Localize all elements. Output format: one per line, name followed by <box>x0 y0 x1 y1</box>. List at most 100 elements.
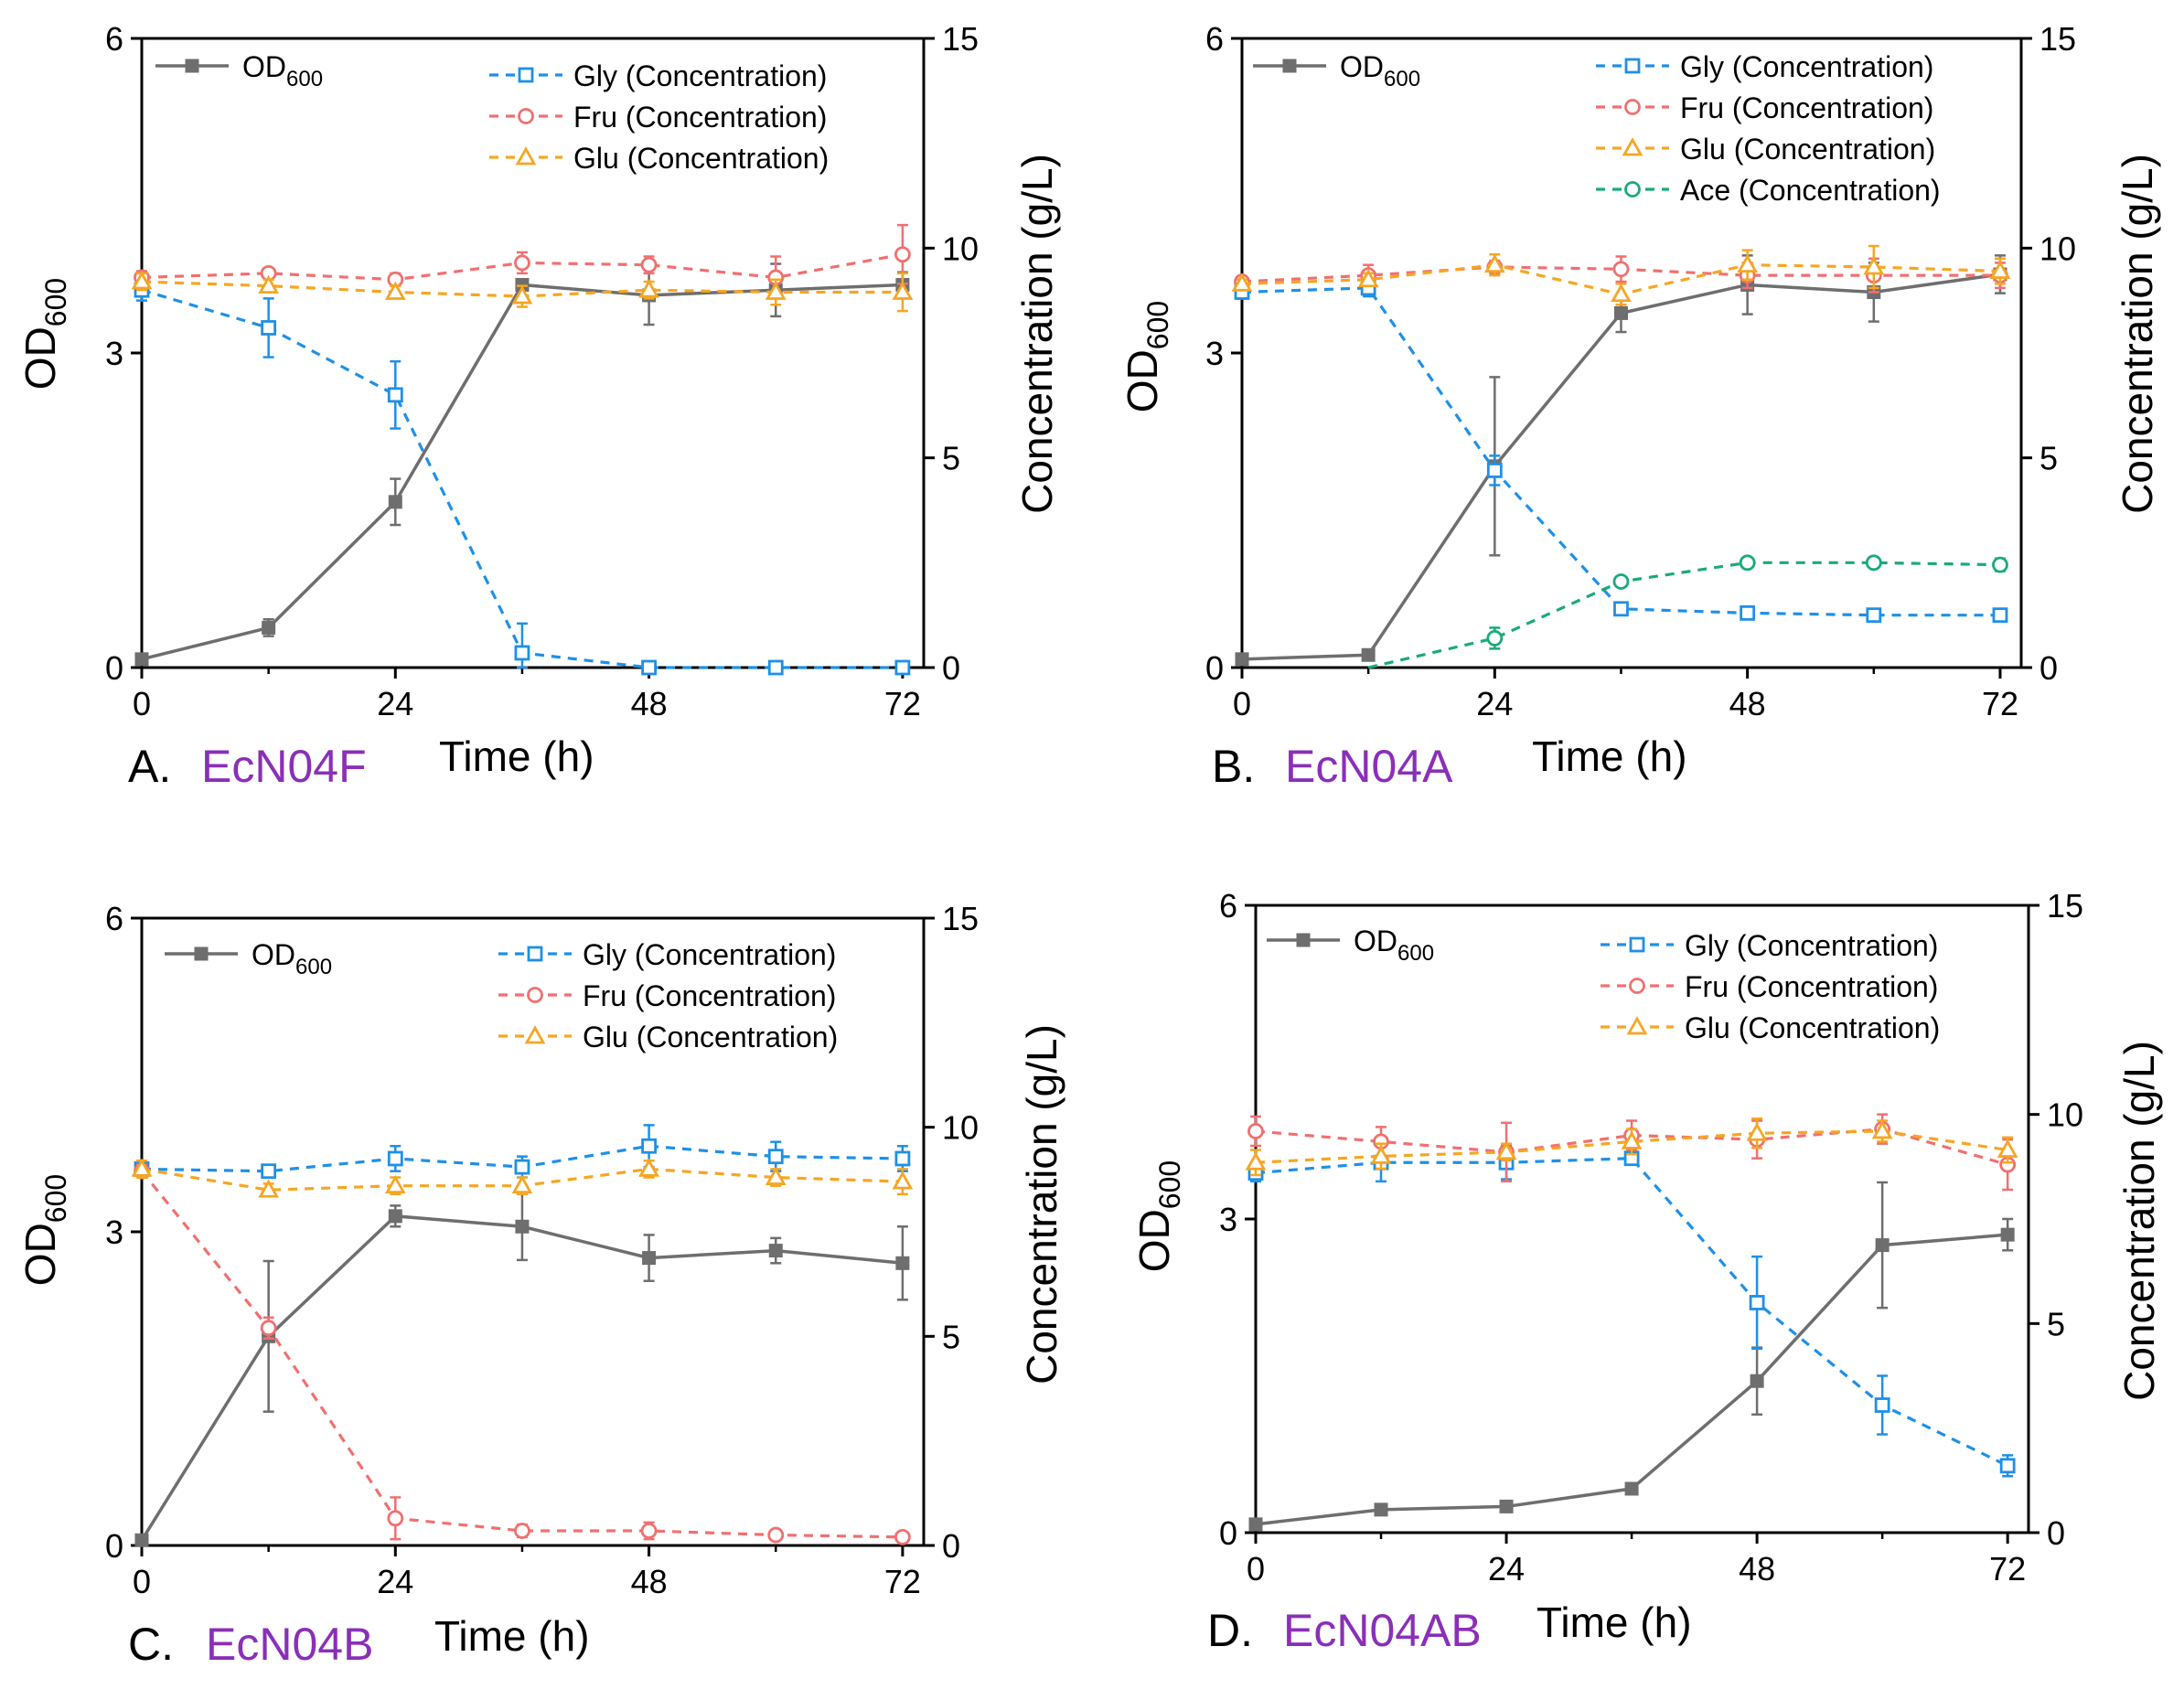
series-gly <box>1234 278 2008 624</box>
data-point-fru <box>767 1526 785 1544</box>
data-point-glu <box>1871 1120 1893 1139</box>
legend-concentration: Gly (Concentration) Fru (Concentration) Gl… <box>489 59 829 175</box>
legend-concentration: Gly (Concentration) Fru (Concentration) Gl… <box>1596 50 1941 207</box>
data-point-od <box>1624 1481 1639 1496</box>
data-point-gly <box>261 320 277 336</box>
data-point-gly <box>641 1138 657 1154</box>
data-point-glu <box>131 271 153 290</box>
y-right-tick-label: 15 <box>2039 20 2076 58</box>
y-right-tick-label: 15 <box>2047 887 2083 925</box>
legend-marker-gly <box>1629 936 1645 953</box>
legend-label-ace: Ace (Concentration) <box>1680 174 1941 207</box>
legend-concentration: Gly (Concentration) Fru (Concentration) Gl… <box>1601 929 1940 1044</box>
legend-marker-glu <box>1622 137 1643 156</box>
legend-label-od-subscript: 600 <box>1384 67 1420 91</box>
strain-name: EcN04A <box>1285 741 1453 792</box>
y-left-axis-label-main: OD <box>16 1223 64 1286</box>
data-point-fru <box>1612 261 1630 278</box>
data-point-glu <box>258 274 280 294</box>
series-gly <box>134 1124 911 1180</box>
data-point-ace <box>1865 554 1882 572</box>
data-point-gly <box>514 645 530 661</box>
legend-marker-ace <box>1624 181 1641 198</box>
x-tick-label: 48 <box>631 685 668 722</box>
series-od <box>134 262 910 667</box>
y-right-tick-label: 15 <box>942 20 979 58</box>
data-point-fru <box>260 1320 277 1337</box>
data-point-glu <box>1231 273 1253 292</box>
data-point-od <box>2000 1227 2015 1242</box>
y-left-axis-label-main: OD <box>1130 1209 1178 1272</box>
x-axis-label: Time (h) <box>439 732 594 780</box>
y-right-tick-label: 10 <box>942 1109 979 1147</box>
legend-label-glu: Glu (Concentration) <box>573 142 829 175</box>
data-point-glu <box>1989 260 2011 279</box>
panel-letter: B. <box>1212 741 1255 792</box>
legend-marker-fru <box>518 108 534 124</box>
legend-label-od-main: OD <box>1340 50 1384 83</box>
y-left-axis-label: OD600 <box>16 278 72 390</box>
data-point-glu <box>638 1158 659 1177</box>
data-point-gly <box>1866 607 1882 624</box>
y-right-tick-label: 5 <box>2047 1305 2065 1342</box>
data-point-od <box>642 1251 657 1266</box>
legend-od: OD600 <box>165 938 332 979</box>
x-tick-label: 24 <box>1476 685 1513 722</box>
y-right-tick-label: 0 <box>2047 1514 2065 1552</box>
legend-marker-od <box>185 59 199 73</box>
y-left-axis-label-subscript: 600 <box>39 1174 72 1223</box>
y-left-tick-label: 6 <box>1219 887 1237 925</box>
series-line-gly <box>1255 1157 2008 1468</box>
data-point-fru <box>514 254 530 272</box>
series-gly <box>1247 1142 2016 1478</box>
legend-label-fru: Fru (Concentration) <box>1685 970 1938 1003</box>
data-point-glu <box>258 1179 280 1198</box>
y-right-axis-label: Concentration (g/L) <box>2115 1041 2163 1401</box>
data-point-fru <box>640 1523 658 1539</box>
legend-marker-od <box>1296 933 1311 947</box>
legend-marker-fru <box>1629 978 1645 994</box>
legend-od: OD600 <box>1267 925 1434 966</box>
x-tick-label: 24 <box>377 685 413 722</box>
data-point-gly <box>894 1150 911 1167</box>
y-left-axis-label-subscript: 600 <box>1141 301 1174 349</box>
data-point-glu <box>892 1171 914 1190</box>
legend-marker-gly <box>1624 58 1641 74</box>
x-axis-label: Time (h) <box>1536 1598 1692 1646</box>
data-point-gly <box>261 1163 277 1180</box>
data-point-ace <box>1612 573 1630 590</box>
y-right-tick-label: 10 <box>2039 230 2076 267</box>
legend-label-fru: Fru (Concentration) <box>573 101 827 134</box>
data-point-gly <box>1999 1458 2016 1474</box>
legend-marker-od <box>194 946 209 961</box>
panel-letter: A. <box>128 741 171 792</box>
data-point-fru <box>640 256 658 273</box>
y-left-tick-label: 3 <box>1205 335 1224 372</box>
legend-label-gly: Gly (Concentration) <box>1680 50 1933 83</box>
data-point-glu <box>1746 1122 1768 1141</box>
data-point-od <box>1613 305 1628 320</box>
data-point-od <box>515 1219 530 1234</box>
data-point-gly <box>387 1150 403 1167</box>
y-right-axis-label: Concentration (g/L) <box>1018 1024 1065 1385</box>
legend-od: OD600 <box>155 50 323 91</box>
legend-label-glu: Glu (Concentration) <box>1685 1011 1940 1044</box>
y-left-tick-label: 0 <box>1205 649 1224 687</box>
x-tick-label: 0 <box>1247 1550 1265 1588</box>
y-right-tick-label: 0 <box>942 649 960 687</box>
y-left-tick-label: 6 <box>1205 20 1224 58</box>
panel-letter: C. <box>128 1619 174 1670</box>
data-point-gly <box>894 659 911 676</box>
legend-label-fru: Fru (Concentration) <box>583 979 836 1012</box>
y-left-axis-label: OD600 <box>16 1174 72 1286</box>
y-left-tick-label: 0 <box>105 649 123 687</box>
data-point-glu <box>1621 1130 1643 1149</box>
y-left-tick-label: 0 <box>1219 1514 1237 1552</box>
x-tick-label: 0 <box>133 1563 151 1600</box>
legend-marker-glu <box>1626 1016 1648 1035</box>
data-point-ace <box>1486 629 1504 647</box>
panel-letter: D. <box>1207 1605 1253 1656</box>
legend-label-fru: Fru (Concentration) <box>1680 91 1933 124</box>
data-point-glu <box>892 281 914 300</box>
data-point-od <box>895 1256 910 1270</box>
